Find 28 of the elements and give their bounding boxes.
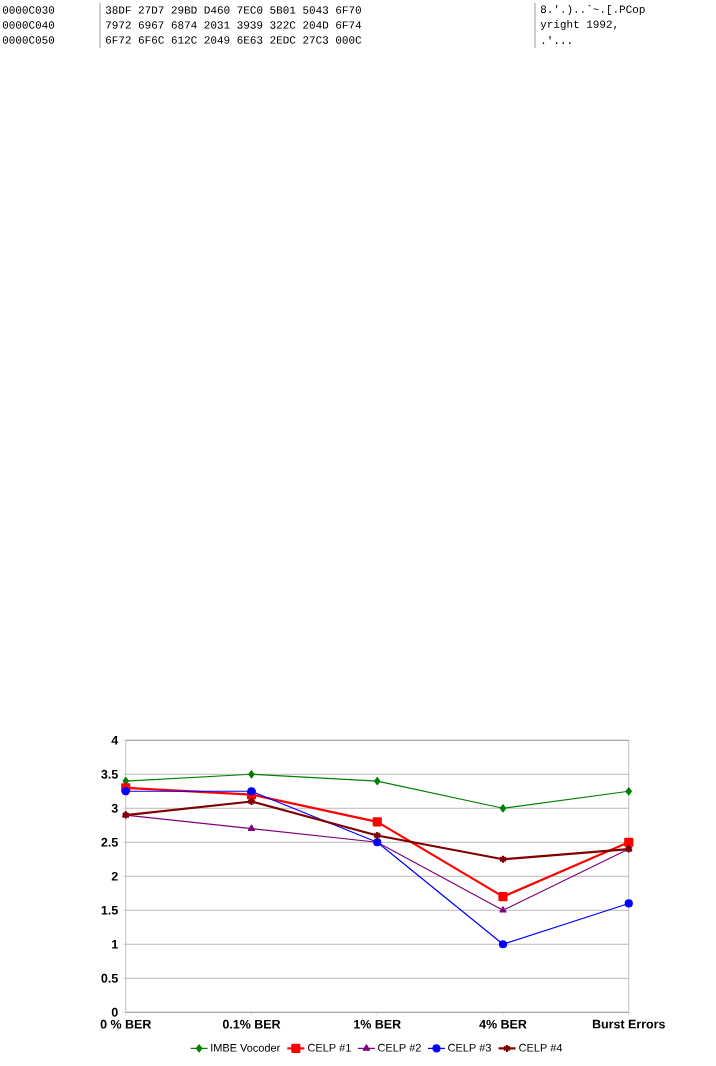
y-tick-label: 3.5: [101, 769, 118, 779]
text: 0000C050: [2, 36, 55, 44]
text: 0000C030: [2, 6, 55, 14]
y-tick-label: 4: [111, 736, 119, 745]
y-tick-label: 1.5: [101, 905, 118, 915]
y-tick-label: 2.5: [101, 837, 118, 847]
x-tick-label: 4% BER: [479, 1019, 527, 1029]
y-tick-label: 2: [111, 871, 118, 881]
text: .'...: [542, 36, 571, 44]
legend-label: CELP #4: [519, 1043, 563, 1052]
y-tick-label: 1: [112, 939, 118, 949]
legend-label: CELP #3: [448, 1043, 491, 1052]
text: 8.'.)..`~.[.PCop: [540, 4, 645, 16]
text: 38DF 27D7 29BD D460 7EC0 5B01 5043 6F70: [105, 6, 361, 14]
legend-label: IMBE Vocoder: [211, 1043, 281, 1052]
legend-label: CELP #2: [378, 1043, 421, 1052]
text: yright 1992,: [540, 19, 617, 31]
y-tick-label: 0: [111, 1007, 118, 1017]
text: 0000C040: [2, 21, 55, 29]
y-tick-label: 0.5: [101, 973, 118, 983]
y-tick-label: 3: [111, 803, 118, 813]
x-tick-label: Burst Errors: [592, 1019, 665, 1029]
x-tick-label: 0 % BER: [100, 1019, 152, 1029]
text: 7972 6967 6874 2031 3939 322C 204D 6F74: [106, 21, 362, 29]
x-tick-label: 1% BER: [354, 1019, 401, 1029]
legend-label: CELP #1: [308, 1043, 351, 1052]
text: 6F72 6F6C 612C 2049 6E63 2EDC 27C3 000C: [106, 36, 362, 44]
x-tick-label: 0.1% BER: [222, 1019, 281, 1029]
